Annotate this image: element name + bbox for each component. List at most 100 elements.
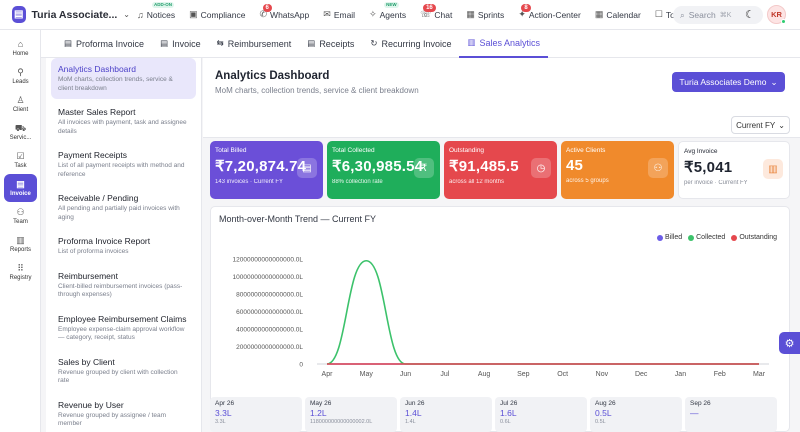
stat-value: ₹7,20,874.74 — [215, 158, 307, 175]
feature-tag: ADD-ON — [152, 1, 174, 8]
dashboard-header: Analytics Dashboard MoM charts, collecti… — [203, 58, 800, 138]
month-value: 0.5L — [595, 408, 612, 418]
month-name: May 26 — [310, 400, 332, 407]
tab-invoice[interactable]: ▤ Invoice — [152, 30, 209, 58]
month-card[interactable]: Jun 26 1.4L 1.4L — [400, 397, 492, 432]
y-tick-label: 12000000000000000.0L — [233, 257, 304, 264]
month-card[interactable]: Apr 26 3.3L 3.3L — [210, 397, 302, 432]
report-title: Receivable / Pending — [58, 193, 139, 203]
nav-action-center[interactable]: ✦ Action-Center 8 — [511, 0, 588, 30]
report-menu-item[interactable]: Analytics Dashboard MoM charts, collectio… — [51, 58, 196, 99]
app-logo-icon: ▤ — [12, 6, 26, 23]
tab-label: Invoice — [172, 38, 201, 49]
report-menu-item[interactable]: Receivable / Pending All pending and part… — [51, 187, 196, 228]
nav-sprints[interactable]: ▦ Sprints — [459, 0, 511, 30]
stat-subtext: across 5 groups — [566, 178, 609, 184]
report-menu-item[interactable]: Revenue by User Revenue grouped by assign… — [51, 394, 196, 432]
report-menu-item[interactable]: Master Sales Report All invoices with pay… — [51, 101, 196, 142]
sidebar-item-team[interactable]: ⚇ Team — [0, 202, 41, 230]
client-icon: ♙ — [16, 95, 25, 105]
report-menu-item[interactable]: Reimbursement Client-billed reimbursement… — [51, 265, 196, 306]
nav-label: Agents — [379, 9, 407, 20]
x-tick-label: Aug — [478, 371, 491, 378]
report-description: All invoices with payment, task and assi… — [58, 119, 187, 135]
nav-calendar[interactable]: ▦ Calendar — [588, 0, 648, 30]
nav-chat[interactable]: ☏ Chat 16 — [413, 0, 459, 30]
month-card[interactable]: Sep 26 — — [685, 397, 777, 432]
chat-icon: ☏ — [420, 9, 432, 19]
month-card[interactable]: Jul 26 1.6L 0.6L — [495, 397, 587, 432]
tab-receipts[interactable]: ▤ Receipts — [299, 30, 362, 58]
chart-legend: Billed Collected Outstanding — [657, 234, 777, 241]
series-line-collected — [326, 259, 759, 365]
sidebar-item-home[interactable]: ⌂ Home — [0, 34, 41, 62]
sidebar-item-client[interactable]: ♙ Client — [0, 90, 41, 118]
tab-proforma-invoice[interactable]: ▤ Proforma Invoice — [56, 30, 152, 58]
month-card[interactable]: Aug 26 0.5L 0.5L — [590, 397, 682, 432]
notification-badge: 8 — [521, 3, 531, 12]
tab-sales-analytics[interactable]: ▥ Sales Analytics — [459, 30, 549, 58]
sidebar-item-servic[interactable]: ⛟ Servic... — [0, 118, 41, 146]
chart-title: Month-over-Month Trend — Current FY — [219, 214, 377, 224]
month-value: 1.2L — [310, 408, 327, 418]
report-menu-item[interactable]: Sales by Client Revenue grouped by client… — [51, 351, 196, 392]
month-subvalue: 0.6L — [500, 419, 511, 425]
stat-card-avg-invoice: Avg Invoice ₹5,041 per invoice · Current… — [678, 141, 790, 199]
sidebar-item-label: Team — [13, 219, 28, 225]
theme-toggle-icon[interactable]: ☾ — [745, 9, 755, 21]
task-icon: ☑ — [16, 151, 25, 161]
stat-subtext: per invoice · Current FY — [684, 180, 748, 186]
report-menu-item[interactable]: Employee Reimbursement Claims Employee ex… — [51, 308, 196, 349]
sidebar-item-leads[interactable]: ⚲ Leads — [0, 62, 41, 90]
tab-label: Receipts — [319, 38, 355, 49]
settings-gear-icon[interactable]: ⚙ — [779, 332, 800, 354]
legend-item-outstanding[interactable]: Outstanding — [731, 234, 777, 241]
org-switcher[interactable]: ▤ Turia Associate... ⌄ — [0, 6, 130, 23]
tab-reimbursement[interactable]: ⇆ Reimbursement — [209, 30, 300, 58]
month-subvalue: 3.3L — [215, 419, 226, 425]
legend-item-collected[interactable]: Collected — [688, 234, 725, 241]
top-navigation: ♫ Notices ADD-ON ▣ Compliance ✆ WhatsApp 6 ✉ Emai… — [130, 0, 696, 30]
feature-tag: NEW — [384, 1, 399, 8]
chevron-down-icon: ⌄ — [123, 10, 130, 19]
sidebar-item-registry[interactable]: ⠿ Registry — [0, 258, 41, 286]
online-status-dot — [781, 19, 786, 24]
sidebar-item-invoice[interactable]: ▤ Invoice — [4, 174, 37, 202]
report-menu-item[interactable]: Payment Receipts List of all payment rece… — [51, 144, 196, 185]
nav-compliance[interactable]: ▣ Compliance — [182, 0, 252, 30]
fiscal-year-select[interactable]: Current FY ⌄ — [731, 116, 790, 134]
sidebar-item-task[interactable]: ☑ Task — [0, 146, 41, 174]
nav-label: Action-Center — [528, 9, 581, 20]
sidebar-item-label: Servic... — [9, 135, 32, 141]
month-subvalue: 118000000000000002.0L — [310, 419, 373, 425]
report-description: Revenue grouped by client with collectio… — [58, 368, 178, 385]
tab-recurring-invoice[interactable]: ↻ Recurring Invoice — [362, 30, 459, 58]
month-name: Jun 26 — [405, 400, 425, 407]
nav-whatsapp[interactable]: ✆ WhatsApp 6 — [253, 0, 317, 30]
nav-notices[interactable]: ♫ Notices ADD-ON — [130, 0, 182, 30]
sidebar-item-reports[interactable]: ▥ Reports — [0, 230, 41, 258]
tab-label: Proforma Invoice — [76, 38, 145, 49]
stat-value: 45 — [566, 157, 584, 174]
report-title: Proforma Invoice Report — [58, 236, 151, 246]
report-description: Revenue grouped by assignee / team membe… — [58, 411, 167, 428]
nav-email[interactable]: ✉ Email — [316, 0, 362, 30]
report-menu-item[interactable]: Proforma Invoice Report List of proforma … — [51, 230, 196, 263]
stat-label: Total Billed — [215, 147, 247, 154]
legend-item-billed[interactable]: Billed — [657, 234, 682, 241]
org-demo-button[interactable]: Turia Associates Demo ⌄ — [672, 72, 785, 92]
month-name: Jul 26 — [500, 400, 518, 407]
report-description: All pending and partially paid invoices … — [58, 205, 180, 221]
sidebar-item-label: Invoice — [10, 191, 31, 197]
stat-card-active-clients: Active Clients 45 across 5 groups ⚇ — [561, 141, 674, 199]
y-tick-label: 6000000000000000.0L — [236, 309, 303, 316]
search-icon: ⌕ — [680, 9, 685, 20]
nav-agents[interactable]: ✧ Agents NEW — [362, 0, 413, 30]
month-card[interactable]: May 26 1.2L 118000000000000002.0L — [305, 397, 397, 432]
legend-swatch — [688, 234, 695, 241]
legend-label: Collected — [696, 234, 726, 241]
stat-icon: ◷ — [531, 158, 551, 178]
global-search[interactable]: ⌕ Search ⌘K — [673, 6, 763, 24]
leads-icon: ⚲ — [17, 67, 24, 77]
sprints-icon: ▦ — [466, 9, 475, 19]
